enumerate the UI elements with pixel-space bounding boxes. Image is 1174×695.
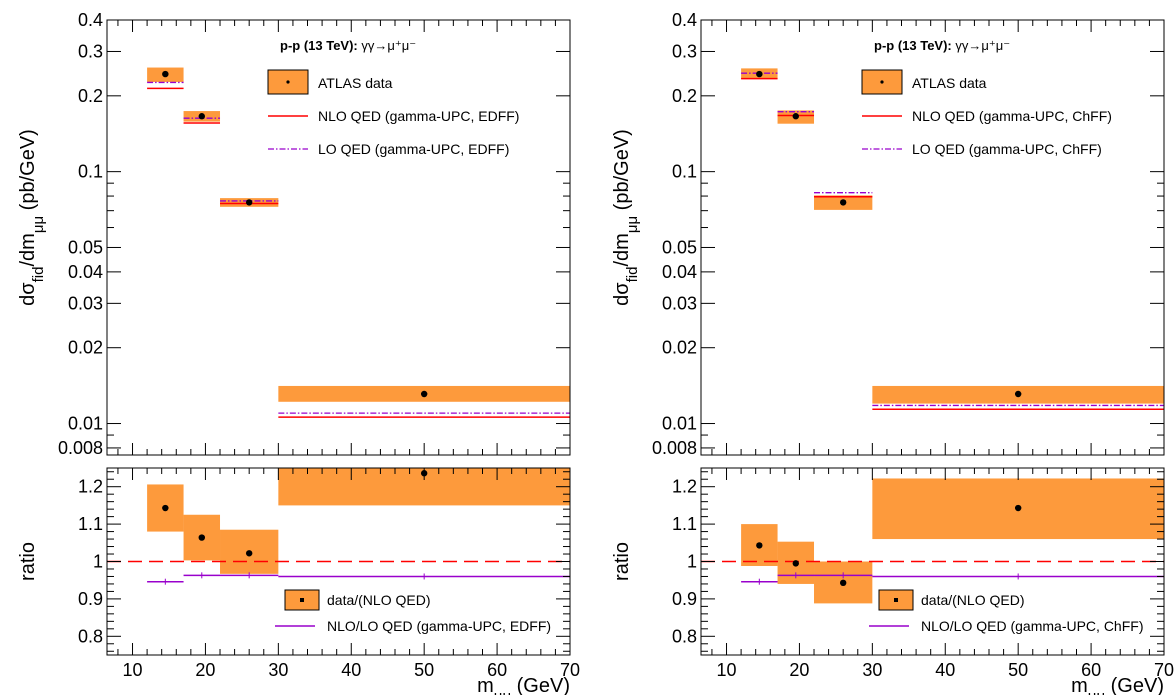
data-point	[1014, 390, 1022, 398]
x-tick-label: 50	[414, 660, 434, 680]
ratio-y-tick-label: 1.1	[78, 514, 103, 534]
legend-data-label: ATLAS data	[318, 75, 393, 91]
ratio-y-axis-title: ratio	[611, 542, 633, 581]
y-tick-label: 0.04	[68, 262, 103, 282]
legend-nlo-label: NLO QED (gamma-UPC, EDFF)	[318, 108, 519, 124]
y-tick-label: 0.008	[652, 438, 697, 458]
ratio-legend-data-marker	[894, 598, 898, 602]
ratio-point	[198, 534, 205, 541]
ratio-legend-nlo-lo-label: NLO/LO QED (gamma-UPC, EDFF)	[327, 618, 551, 634]
ratio-y-axis-title: ratio	[17, 542, 39, 581]
x-tick-label: 50	[1008, 660, 1028, 680]
x-tick-label: 70	[1154, 660, 1174, 680]
y-tick-label: 0.05	[662, 237, 697, 257]
legend-lo-label: LO QED (gamma-UPC, ChFF)	[912, 141, 1102, 157]
x-tick-label: 40	[341, 660, 361, 680]
y-tick-label: 0.2	[78, 86, 103, 106]
x-tick-label: 30	[862, 660, 882, 680]
data-point	[839, 199, 847, 206]
legend-header: p-p (13 TeV): γγ→μ⁺μ⁻	[280, 38, 416, 53]
ratio-legend-data-marker	[300, 598, 304, 602]
data-point	[756, 70, 763, 78]
y-tick-label: 0.02	[662, 338, 697, 358]
legend-data-swatch	[861, 69, 903, 95]
x-axis-title: mμμ (GeV)	[477, 675, 570, 695]
y-tick-label: 0.01	[662, 414, 697, 434]
x-tick-label: 60	[1081, 660, 1101, 680]
ratio-legend-data-label: data/(NLO QED)	[327, 592, 430, 608]
ratio-y-tick-label: 1	[687, 552, 697, 572]
legend-nlo-label: NLO QED (gamma-UPC, ChFF)	[912, 108, 1112, 124]
y-tick-label: 0.05	[68, 237, 103, 257]
x-tick-label: 30	[268, 660, 288, 680]
main-y-axis-title: dσfid/dmμμ (pb/GeV)	[17, 129, 47, 306]
ratio-legend-data-label: data/(NLO QED)	[921, 592, 1024, 608]
legend-data-marker	[286, 80, 290, 84]
data-point	[162, 70, 169, 78]
y-tick-label: 0.3	[672, 41, 697, 61]
ratio-legend-nlo-lo-label: NLO/LO QED (gamma-UPC, ChFF)	[921, 618, 1143, 634]
data-point	[198, 113, 205, 120]
y-tick-label: 0.04	[662, 262, 697, 282]
x-tick-label: 10	[123, 660, 143, 680]
x-tick-label: 20	[789, 660, 809, 680]
y-tick-label: 0.3	[78, 41, 103, 61]
legend-data-marker	[880, 80, 884, 84]
panel-right: 0.4 0.3 0.2 0.1 0.05 0.04 0.03 0.02 0.01 0.008 dσf…	[611, 10, 1174, 695]
y-tick-label: 0.1	[78, 162, 103, 182]
ratio-point	[756, 542, 763, 549]
y-tick-label: 0.008	[58, 438, 103, 458]
ratio-point	[1014, 504, 1022, 512]
legend-data-label: ATLAS data	[912, 75, 987, 91]
data-point	[420, 390, 428, 398]
ratio-y-tick-label: 0.9	[78, 589, 103, 609]
x-tick-label: 10	[717, 660, 737, 680]
ratio-point	[245, 550, 253, 557]
x-tick-label: 70	[560, 660, 580, 680]
x-tick-label: 20	[195, 660, 215, 680]
ratio-point	[839, 579, 847, 587]
ratio-y-tick-label: 1.2	[78, 477, 103, 497]
y-tick-label: 0.01	[68, 414, 103, 434]
data-point	[792, 113, 799, 120]
y-tick-label: 0.03	[68, 293, 103, 313]
y-tick-label: 0.4	[78, 10, 103, 30]
y-tick-label: 0.4	[672, 10, 697, 30]
ratio-y-tick-label: 1.1	[672, 514, 697, 534]
x-axis-title: mμμ (GeV)	[1071, 675, 1164, 695]
x-tick-label: 60	[487, 660, 507, 680]
y-tick-label: 0.2	[672, 86, 697, 106]
data-point	[245, 199, 253, 206]
y-tick-label: 0.03	[662, 293, 697, 313]
legend-header: p-p (13 TeV): γγ→μ⁺μ⁻	[874, 38, 1010, 53]
panel-left: 0.4 0.3 0.2 0.1 0.05 0.04 0.03 0.02 0.01 0.008 dσf…	[17, 10, 580, 695]
ratio-y-tick-label: 0.9	[672, 589, 697, 609]
main-frame	[700, 19, 1165, 456]
legend-lo-label: LO QED (gamma-UPC, EDFF)	[318, 141, 509, 157]
x-tick-label: 40	[935, 660, 955, 680]
ratio-y-tick-label: 1	[93, 552, 103, 572]
ratio-y-tick-label: 1.2	[672, 477, 697, 497]
y-tick-label: 0.02	[68, 338, 103, 358]
ratio-y-tick-label: 0.8	[672, 626, 697, 646]
ratio-y-tick-label: 0.8	[78, 626, 103, 646]
ratio-point	[792, 560, 799, 567]
main-y-axis-title: dσfid/dmμμ (pb/GeV)	[611, 129, 641, 306]
ratio-point	[162, 504, 169, 512]
main-frame	[106, 19, 571, 456]
y-tick-label: 0.1	[672, 162, 697, 182]
